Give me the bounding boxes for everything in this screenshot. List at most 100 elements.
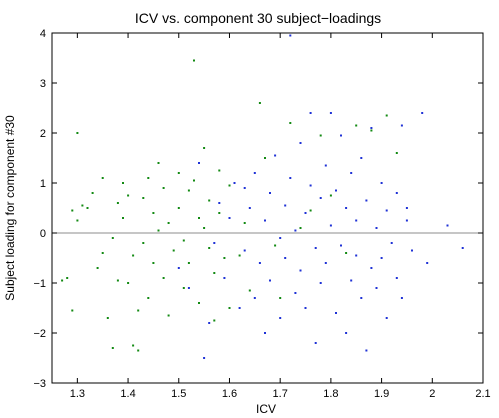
- data-point-series-1: [172, 249, 175, 252]
- data-point-series-1: [208, 247, 211, 249]
- plot-area-frame: [51, 32, 484, 384]
- data-point-series-2: [269, 192, 271, 194]
- data-point-series-2: [253, 297, 256, 299]
- data-point-series-1: [264, 157, 266, 159]
- data-point-series-2: [284, 204, 287, 207]
- data-point-series-1: [162, 277, 165, 279]
- data-point-series-2: [400, 124, 403, 127]
- data-point-series-2: [309, 184, 312, 187]
- data-point-series-1: [101, 252, 104, 254]
- data-point-series-1: [329, 194, 332, 197]
- x-axis-label: ICV: [256, 402, 276, 416]
- data-point-series-2: [390, 242, 393, 244]
- x-tick-label: 1.4: [120, 388, 135, 400]
- data-point-series-2: [324, 262, 327, 264]
- data-point-series-2: [304, 307, 307, 309]
- data-point-series-2: [345, 332, 348, 334]
- data-point-series-2: [319, 197, 322, 199]
- data-point-series-2: [203, 357, 206, 359]
- data-point-series-2: [279, 237, 282, 239]
- data-point-series-2: [329, 224, 332, 227]
- y-tick-label: 0: [40, 228, 46, 240]
- data-point-series-1: [167, 222, 170, 224]
- data-point-series-1: [182, 239, 185, 242]
- data-point-series-2: [279, 317, 282, 319]
- data-point-series-2: [319, 282, 322, 284]
- data-point-series-2: [228, 217, 231, 219]
- y-axis-label: Subject loading for component #30: [3, 115, 17, 301]
- data-point-series-1: [132, 344, 135, 347]
- data-point-series-2: [309, 112, 312, 114]
- data-point-series-1: [203, 147, 206, 149]
- y-tick-label: 2: [40, 128, 46, 140]
- data-point-series-1: [218, 169, 221, 172]
- data-point-series-2: [365, 199, 368, 202]
- data-point-series-1: [355, 124, 358, 127]
- data-point-series-2: [360, 297, 363, 299]
- data-point-series-2: [380, 257, 383, 259]
- data-point-series-1: [345, 252, 348, 254]
- data-point-series-1: [96, 267, 99, 269]
- data-point-series-2: [213, 242, 216, 244]
- data-point-series-2: [294, 292, 297, 294]
- data-point-series-1: [122, 182, 124, 184]
- data-point-series-2: [375, 227, 378, 229]
- data-point-series-1: [289, 122, 292, 124]
- data-point-series-1: [228, 307, 231, 309]
- data-point-series-1: [187, 189, 190, 192]
- data-point-series-1: [71, 309, 74, 312]
- data-point-series-2: [355, 254, 358, 257]
- data-point-series-2: [177, 267, 180, 269]
- data-point-series-2: [294, 229, 297, 232]
- y-tick-label: 4: [40, 28, 46, 40]
- data-point-series-2: [274, 154, 277, 157]
- x-tick-label: 2: [429, 388, 435, 400]
- data-point-series-2: [350, 172, 353, 174]
- data-point-series-2: [218, 202, 221, 204]
- data-point-series-1: [395, 152, 398, 154]
- data-point-series-2: [284, 257, 287, 259]
- data-point-series-2: [243, 249, 246, 252]
- data-point-series-2: [324, 164, 327, 167]
- data-point-series-1: [91, 192, 94, 194]
- data-point-series-1: [248, 289, 251, 292]
- y-axis-ticks: −3 −2 −1 0 1 2 3 4: [33, 28, 483, 390]
- data-point-series-1: [177, 207, 180, 209]
- data-point-series-2: [411, 249, 413, 252]
- data-point-series-1: [127, 282, 130, 284]
- data-point-series-1: [111, 237, 114, 239]
- x-tick-label: 1.8: [323, 388, 338, 400]
- data-point-series-2: [335, 189, 337, 192]
- data-point-series-2: [299, 269, 302, 272]
- data-point-series-2: [370, 127, 373, 129]
- data-point-series-2: [248, 207, 251, 209]
- data-point-series-1: [274, 244, 277, 247]
- data-point-series-1: [198, 217, 200, 219]
- data-point-series-2: [426, 262, 429, 264]
- data-point-series-1: [228, 184, 231, 187]
- data-point-series-2: [329, 112, 332, 114]
- data-point-series-2: [238, 307, 241, 309]
- data-point-series-1: [152, 262, 155, 264]
- data-point-series-2: [269, 279, 271, 282]
- data-point-series-1: [122, 217, 124, 219]
- data-point-series-1: [137, 349, 140, 352]
- data-point-series-1: [61, 279, 64, 282]
- data-point-series-1: [167, 314, 170, 317]
- data-point-series-1: [193, 59, 195, 62]
- data-point-series-1: [142, 242, 145, 244]
- data-point-series-1: [81, 204, 84, 207]
- data-point-series-1: [76, 132, 79, 134]
- data-point-series-1: [147, 297, 150, 299]
- data-point-series-2: [446, 224, 449, 227]
- data-point-series-1: [137, 309, 140, 312]
- data-point-series-2: [187, 287, 190, 289]
- data-point-series-2: [335, 312, 337, 314]
- data-point-series-1: [203, 227, 206, 229]
- data-point-series-1: [213, 319, 216, 322]
- data-point-series-1: [187, 262, 190, 264]
- x-tick-label: 1.3: [70, 388, 85, 400]
- data-point-series-1: [370, 129, 373, 132]
- data-point-series-2: [233, 182, 236, 184]
